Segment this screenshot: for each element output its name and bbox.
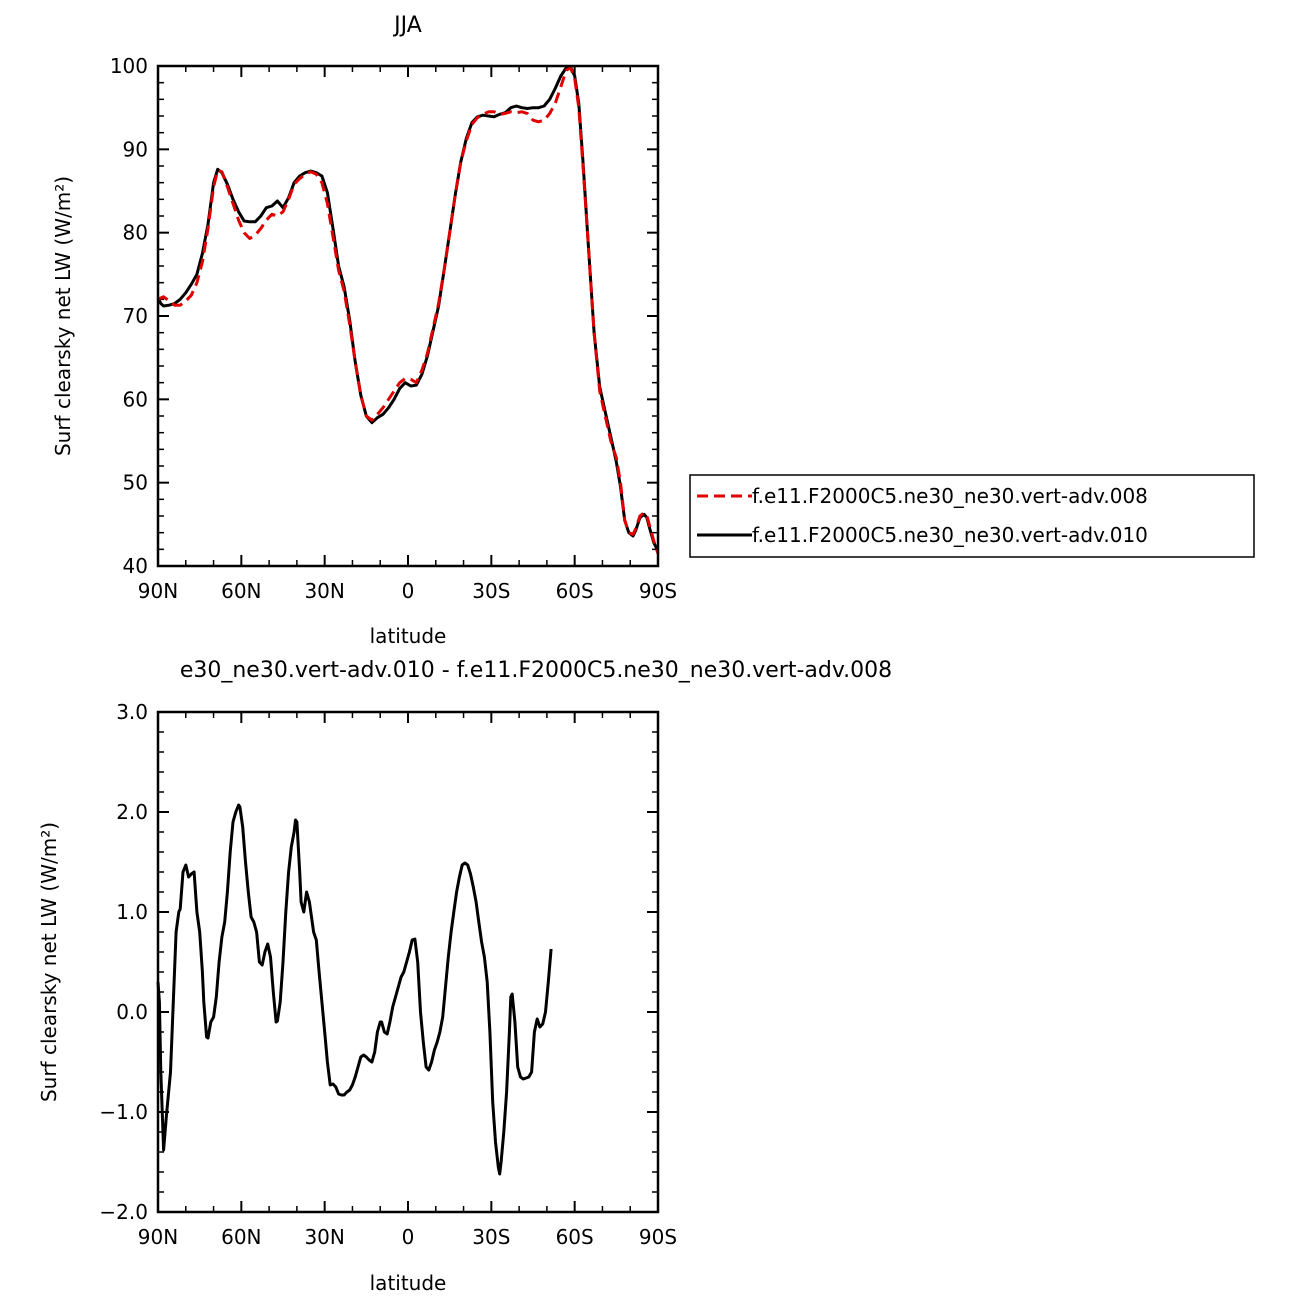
top-x-tick-label: 90S [639,579,677,603]
top-series-line-2 [157,66,660,554]
bottom-x-tick-label: 60N [221,1225,261,1249]
bottom-chart: e30_ne30.vert-adv.010 - f.e11.F2000C5.ne… [37,658,892,1295]
top-y-ticks: 40 50 60 70 80 90 100 [110,54,658,578]
bottom-y-ticks: −2.0 −1.0 0.0 1.0 2.0 3.0 [99,700,658,1224]
top-y-axis-label: Surf clearsky net LW (W/m²) [51,176,75,456]
legend-label-series-1: f.e11.F2000C5.ne30_ne30.vert-adv.008 [752,484,1148,508]
bottom-x-tick-label: 90N [138,1225,178,1249]
top-y-tick-label: 50 [123,471,148,495]
top-y-tick-label: 40 [123,554,148,578]
top-y-tick-label: 100 [110,54,148,78]
top-y-tick-label: 90 [123,137,148,161]
legend-label-series-2: f.e11.F2000C5.ne30_ne30.vert-adv.010 [752,523,1148,547]
top-y-tick-label: 60 [123,387,148,411]
top-x-tick-label: 60S [556,579,594,603]
top-x-axis-label: latitude [370,624,447,648]
top-x-tick-label: 0 [402,579,415,603]
bottom-y-tick-label: 3.0 [116,700,148,724]
bottom-y-tick-label: 2.0 [116,800,148,824]
bottom-x-tick-label: 30N [304,1225,344,1249]
bottom-chart-title: e30_ne30.vert-adv.010 - f.e11.F2000C5.ne… [180,658,892,683]
legend: f.e11.F2000C5.ne30_ne30.vert-adv.008 f.e… [689,474,1255,558]
top-y-tick-label: 80 [123,221,148,245]
top-x-tick-label: 90N [138,579,178,603]
top-plot-frame [156,64,660,568]
top-series-lines [156,65,660,554]
bottom-x-tick-label: 0 [402,1225,415,1249]
top-chart: JJA Surf clearsky net LW (W/m²) latitude… [51,13,677,648]
top-x-tick-label: 30S [472,579,510,603]
top-y-tick-label: 70 [123,304,148,328]
bottom-y-tick-label: −1.0 [99,1100,148,1124]
bottom-y-tick-label: 1.0 [116,900,148,924]
top-series-line-1 [156,65,660,552]
legend-box [689,474,1255,558]
top-chart-title: JJA [392,13,422,38]
bottom-series-lines [156,803,553,1176]
bottom-y-tick-label: −2.0 [99,1200,148,1224]
bottom-y-axis-label: Surf clearsky net LW (W/m²) [37,822,61,1102]
top-x-tick-label: 60N [221,579,261,603]
top-x-ticks: 90N 60N 30N 0 30S 60S 90S [138,66,677,603]
bottom-x-tick-label: 90S [639,1225,677,1249]
bottom-x-axis-label: latitude [370,1271,447,1295]
bottom-series-line-1 [156,803,553,1176]
bottom-y-tick-label: 0.0 [116,1000,148,1024]
bottom-plot-frame [156,710,660,1214]
top-x-tick-label: 30N [304,579,344,603]
bottom-x-tick-label: 30S [472,1225,510,1249]
bottom-x-tick-label: 60S [556,1225,594,1249]
